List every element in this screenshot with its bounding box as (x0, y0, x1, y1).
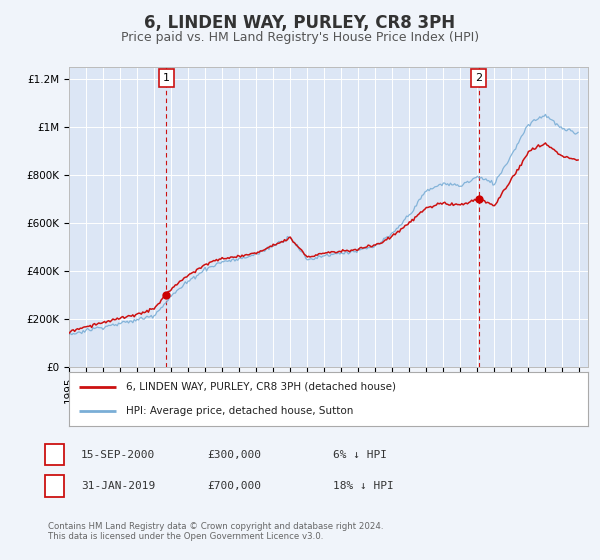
Text: 6% ↓ HPI: 6% ↓ HPI (333, 450, 387, 460)
Text: 18% ↓ HPI: 18% ↓ HPI (333, 481, 394, 491)
Text: Contains HM Land Registry data © Crown copyright and database right 2024.
This d: Contains HM Land Registry data © Crown c… (48, 522, 383, 542)
Text: HPI: Average price, detached house, Sutton: HPI: Average price, detached house, Sutt… (126, 406, 353, 416)
Text: 2: 2 (475, 73, 482, 83)
Text: £700,000: £700,000 (207, 481, 261, 491)
Text: 6, LINDEN WAY, PURLEY, CR8 3PH: 6, LINDEN WAY, PURLEY, CR8 3PH (145, 14, 455, 32)
Text: £300,000: £300,000 (207, 450, 261, 460)
Text: Price paid vs. HM Land Registry's House Price Index (HPI): Price paid vs. HM Land Registry's House … (121, 31, 479, 44)
Text: 15-SEP-2000: 15-SEP-2000 (81, 450, 155, 460)
Text: 6, LINDEN WAY, PURLEY, CR8 3PH (detached house): 6, LINDEN WAY, PURLEY, CR8 3PH (detached… (126, 382, 396, 392)
Text: 1: 1 (51, 450, 58, 460)
Text: 31-JAN-2019: 31-JAN-2019 (81, 481, 155, 491)
Text: 1: 1 (163, 73, 170, 83)
Text: 2: 2 (51, 481, 58, 491)
